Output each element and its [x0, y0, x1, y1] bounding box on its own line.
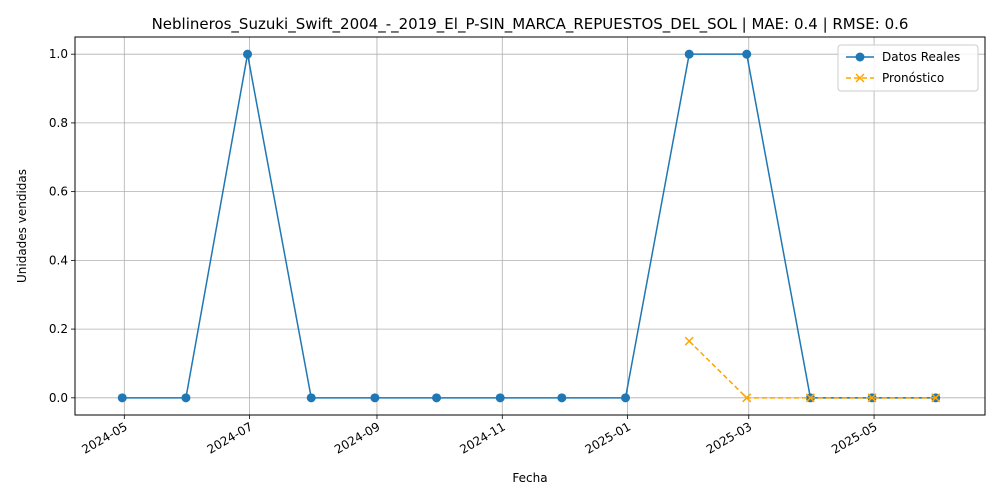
data-point — [931, 393, 941, 403]
x-tick-label: 2024-07 — [205, 419, 255, 456]
legend-marker — [855, 73, 865, 83]
data-point — [557, 393, 567, 403]
series-1 — [684, 336, 941, 403]
series-0 — [117, 49, 941, 403]
x-tick-label: 2024-11 — [457, 419, 507, 456]
x-tick-label: 2024-05 — [79, 419, 129, 456]
series-layer — [117, 49, 941, 403]
data-point — [117, 393, 127, 403]
data-point — [495, 393, 505, 403]
data-point — [181, 393, 191, 403]
y-tick-label: 0.2 — [49, 322, 68, 336]
y-tick-label: 0.8 — [49, 116, 68, 130]
y-tick-label: 1.0 — [49, 47, 68, 61]
data-point — [742, 393, 752, 403]
legend-label: Pronóstico — [882, 71, 944, 85]
legend-marker — [855, 52, 865, 62]
y-tick-label: 0.0 — [49, 391, 68, 405]
data-point — [306, 393, 316, 403]
grid — [75, 37, 985, 415]
chart-title: Neblineros_Suzuki_Swift_2004_-_2019_El_P… — [152, 15, 909, 34]
x-tick-label: 2024-09 — [332, 419, 382, 456]
plot-frame — [74, 36, 986, 416]
y-tick-label: 0.6 — [49, 185, 68, 199]
series-line — [688, 340, 936, 399]
data-point — [243, 49, 253, 59]
y-tick-label: 0.4 — [49, 253, 68, 267]
data-point — [370, 393, 380, 403]
x-axis-label: Fecha — [512, 471, 547, 485]
data-point — [684, 49, 694, 59]
legend: Datos Reales Pronóstico — [837, 44, 979, 92]
data-point — [621, 393, 631, 403]
data-point — [805, 393, 815, 403]
series-line — [122, 53, 936, 399]
y-axis-label: Unidades vendidas — [15, 169, 29, 283]
data-point — [684, 336, 694, 346]
x-tick-label: 2025-05 — [829, 419, 879, 456]
data-point — [432, 393, 442, 403]
legend-label: Datos Reales — [882, 50, 960, 64]
x-tick-label: 2025-03 — [704, 419, 754, 456]
x-tick-label: 2025-01 — [583, 419, 633, 456]
data-point — [742, 49, 752, 59]
ticks: 2024-05 2024-07 2024-09 2024-11 2025-01 2025-… — [49, 47, 880, 456]
data-point — [867, 393, 877, 403]
